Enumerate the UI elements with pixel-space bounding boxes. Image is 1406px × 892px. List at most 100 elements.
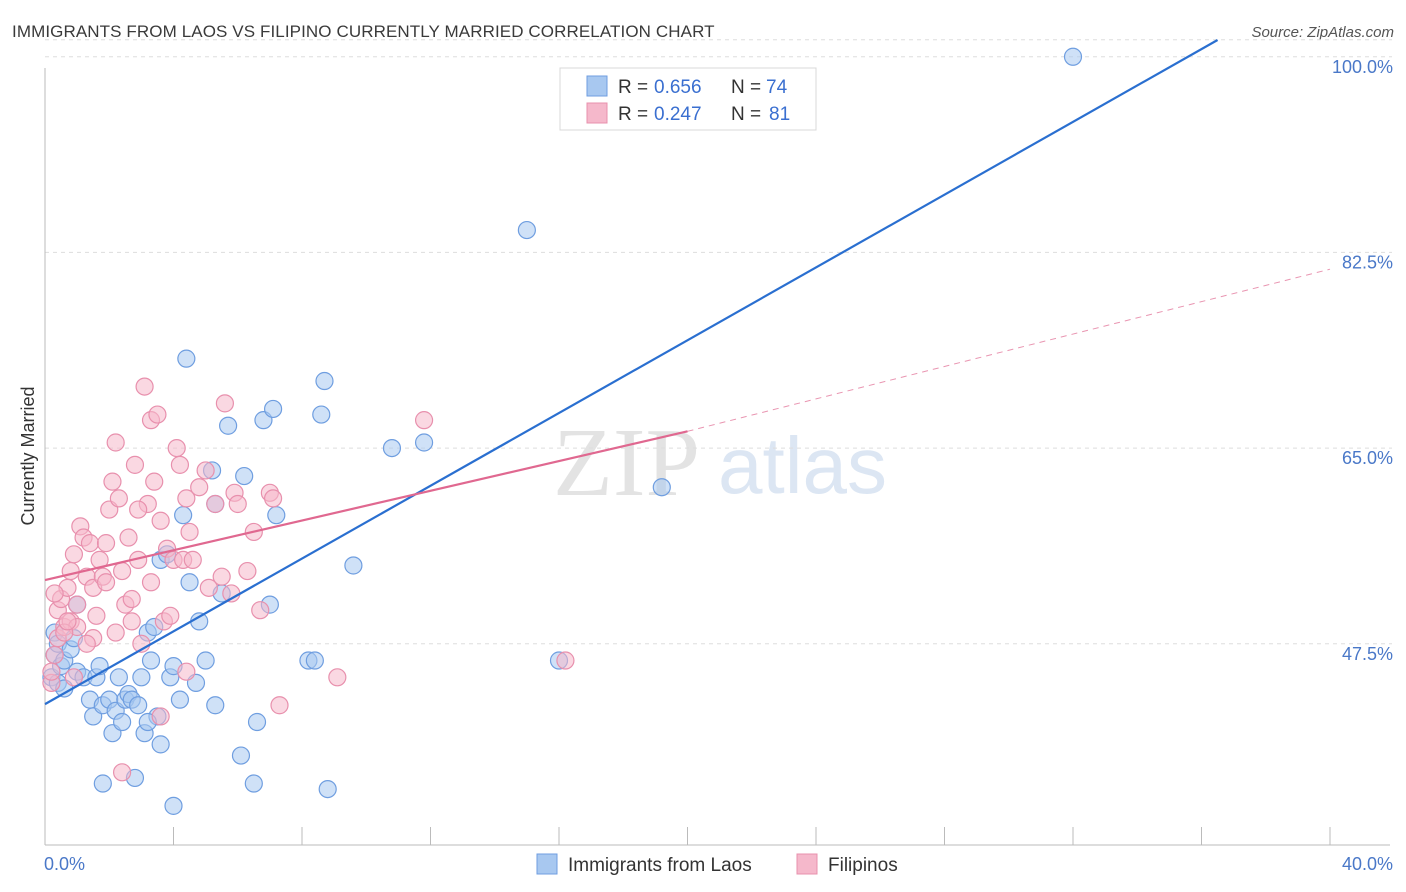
filipinos-trend-line — [44, 430, 688, 582]
laos-point — [109, 668, 128, 687]
filipinos-point — [68, 595, 87, 614]
grid-lines — [45, 39, 1392, 645]
filipinos-point — [180, 522, 199, 542]
laos-point — [170, 690, 190, 709]
filipinos-point — [112, 561, 132, 581]
filipinos-point — [199, 578, 218, 597]
x-ticks — [44, 827, 1331, 845]
filipinos-point — [64, 668, 84, 687]
laos-point — [244, 774, 263, 793]
x-tick-label-max: 40.0% — [1342, 854, 1393, 874]
stats-legend: R = 0.656 N = 74 R = 0.247 N = 81 — [559, 67, 817, 131]
series-legend: Immigrants from Laos Filipinos — [536, 853, 898, 876]
laos-point — [231, 746, 251, 765]
laos-point — [344, 556, 363, 575]
laos-point — [414, 433, 434, 452]
filipinos-point — [177, 489, 196, 508]
bottom-legend-label-filipinos: Filipinos — [828, 855, 898, 876]
filipinos-point — [122, 589, 141, 609]
laos-point — [129, 696, 148, 715]
laos-point — [1063, 47, 1083, 66]
filipinos-point — [151, 707, 170, 726]
filipinos-point — [328, 668, 347, 687]
legend-r-label-laos: R = — [618, 77, 648, 98]
laos-point — [517, 220, 536, 240]
filipinos-point — [64, 545, 84, 564]
filipinos-point — [270, 696, 289, 715]
filipinos-trend-extension — [687, 268, 1331, 432]
series-filipinos-points — [42, 377, 575, 782]
filipinos-point — [119, 528, 138, 547]
filipinos-point — [77, 634, 96, 653]
laos-point — [652, 478, 671, 497]
watermark-atlas: atlas — [718, 421, 887, 510]
legend-r-label-filipinos: R = — [618, 104, 648, 125]
y-tick-label: 47.5% — [1342, 644, 1393, 664]
filipinos-point — [109, 489, 128, 508]
filipinos-point — [42, 662, 61, 681]
source-credit: Source: ZipAtlas.com — [1251, 24, 1394, 41]
legend-n-value-laos: 74 — [766, 77, 788, 98]
watermark-zip: ZIP — [553, 409, 700, 517]
filipinos-point — [190, 478, 209, 497]
filipinos-point — [556, 651, 575, 670]
filipinos-point — [58, 612, 77, 631]
laos-point — [312, 405, 331, 424]
laos-trend-line — [44, 39, 1219, 706]
laos-point — [177, 349, 196, 368]
filipinos-point — [80, 534, 100, 553]
laos-point — [315, 371, 334, 391]
filipinos-point — [141, 573, 161, 592]
filipinos-point — [212, 567, 231, 586]
x-tick-label-min: 0.0% — [44, 854, 85, 874]
filipinos-point — [45, 645, 64, 665]
chart-title: IMMIGRANTS FROM LAOS VS FILIPINO CURRENT… — [12, 22, 715, 41]
trend-lines — [44, 39, 1331, 706]
filipinos-point — [45, 584, 64, 603]
filipinos-point — [170, 455, 190, 474]
filipinos-point — [151, 511, 170, 530]
filipinos-point — [125, 455, 145, 474]
filipinos-point — [167, 438, 186, 458]
filipinos-point — [103, 472, 122, 491]
laos-point — [305, 651, 324, 670]
laos-point — [141, 651, 161, 670]
filipinos-point — [206, 494, 225, 514]
filipinos-point — [251, 601, 270, 620]
laos-point — [247, 712, 267, 732]
laos-point — [206, 696, 225, 715]
laos-point — [382, 438, 402, 458]
y-tick-labels: 47.5% 65.0% 82.5% 100.0% — [1332, 57, 1393, 664]
filipinos-point — [215, 394, 234, 413]
laos-point — [267, 506, 286, 525]
filipinos-point — [145, 472, 164, 491]
filipinos-point — [112, 763, 132, 782]
filipinos-point — [161, 606, 180, 625]
laos-point — [196, 651, 215, 670]
laos-point — [151, 735, 170, 754]
y-tick-label: 82.5% — [1342, 252, 1393, 272]
bottom-legend-swatch-laos — [536, 853, 558, 875]
filipinos-point — [183, 550, 202, 569]
filipinos-point — [129, 500, 148, 519]
laos-point — [112, 712, 132, 732]
filipinos-point — [106, 433, 125, 452]
filipinos-point — [196, 461, 215, 480]
filipinos-point — [96, 573, 116, 592]
filipinos-point — [148, 405, 167, 424]
y-tick-label: 100.0% — [1332, 57, 1393, 77]
laos-point — [235, 466, 254, 486]
laos-point — [174, 506, 193, 525]
bottom-legend-swatch-filipinos — [796, 853, 818, 875]
legend-r-value-laos: 0.656 — [654, 77, 702, 98]
filipinos-point — [96, 534, 116, 553]
filipinos-point — [87, 606, 106, 625]
filipinos-point — [135, 377, 154, 396]
legend-swatch-filipinos — [586, 102, 608, 124]
laos-point — [219, 416, 238, 435]
legend-n-label-filipinos: N = — [731, 104, 761, 125]
laos-point — [164, 796, 183, 815]
laos-point — [132, 668, 151, 687]
filipinos-point — [228, 494, 247, 514]
